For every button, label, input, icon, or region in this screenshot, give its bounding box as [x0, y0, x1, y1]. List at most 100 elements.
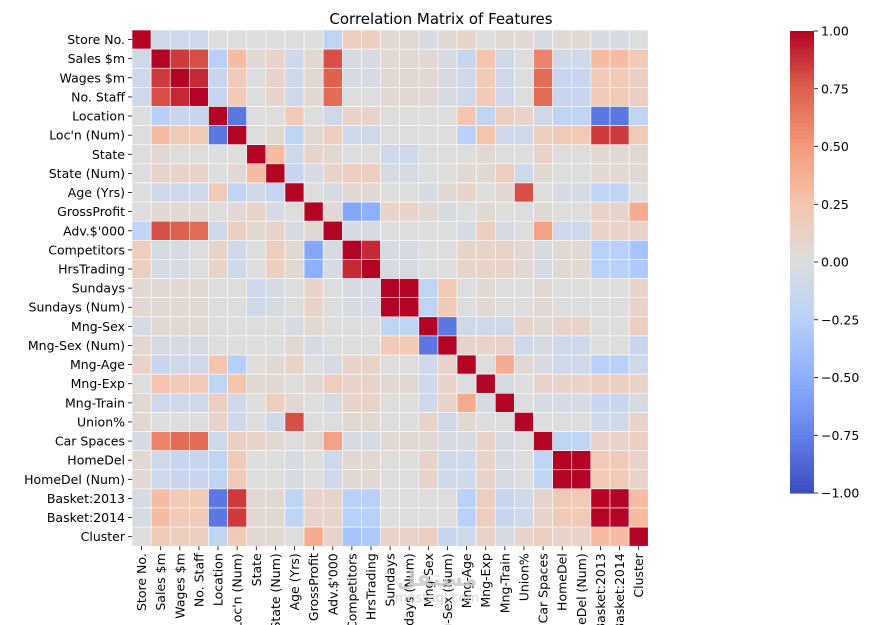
heatmap-cell [284, 106, 305, 126]
heatmap-cell [131, 526, 152, 547]
heatmap-cell [131, 316, 152, 337]
heatmap-cell [571, 373, 592, 394]
heatmap-cell [189, 182, 209, 203]
heatmap-cell [552, 125, 573, 146]
heatmap-cell [322, 412, 343, 432]
colorbar-segment [790, 84, 814, 90]
heatmap-cell [342, 29, 362, 50]
heatmap-cell [571, 220, 592, 241]
colorbar-segment [790, 235, 814, 240]
heatmap-cell [169, 259, 190, 279]
row-label: Mng-Exp [71, 376, 125, 391]
heatmap-cell [189, 278, 209, 298]
heatmap-cell [208, 29, 228, 50]
heatmap-cell [628, 392, 649, 413]
heatmap-cell [475, 29, 496, 50]
colorbar-segment [790, 158, 814, 163]
heatmap-cell [189, 488, 209, 509]
heatmap-cell [265, 316, 286, 337]
heatmap-cell [265, 507, 286, 528]
heatmap-cell [169, 431, 190, 451]
heatmap-cell [552, 259, 573, 279]
heatmap-cell [150, 316, 171, 337]
heatmap-cell [361, 316, 381, 337]
heatmap-cell [380, 488, 400, 509]
heatmap-cell [399, 450, 420, 471]
heatmap-cell [169, 450, 190, 471]
heatmap-cell [322, 163, 343, 184]
heatmap-cell [475, 431, 496, 451]
heatmap-cell [265, 125, 286, 146]
heatmap-cell [361, 240, 381, 260]
colorbar-segment [790, 288, 814, 294]
heatmap-cell [533, 48, 553, 69]
heatmap-cell [514, 144, 534, 165]
heatmap-cell [246, 450, 267, 471]
heatmap-cell [189, 259, 209, 279]
heatmap-cell [150, 412, 171, 432]
heatmap-cell [494, 488, 515, 509]
heatmap-cell [246, 412, 267, 432]
heatmap-cell [322, 125, 343, 146]
heatmap-cell [189, 240, 209, 260]
heatmap-cell [571, 29, 592, 50]
colorbar-segment [790, 381, 814, 386]
column-label: Location [211, 553, 226, 606]
heatmap-cell [169, 201, 190, 222]
heatmap-cell [494, 507, 515, 528]
heatmap-cell [475, 335, 496, 356]
heatmap-cell [227, 259, 248, 279]
colorbar-segment [790, 419, 814, 425]
heatmap-cell [456, 469, 477, 490]
colorbar-segment [790, 88, 814, 94]
heatmap-cell [322, 67, 343, 88]
heatmap-cell [494, 144, 515, 165]
heatmap-cell [590, 297, 611, 318]
heatmap-cell [418, 106, 439, 126]
heatmap-cell [227, 144, 248, 165]
row-label: Basket:2013 [47, 491, 125, 506]
colorbar-segment [790, 454, 814, 459]
heatmap-cell [590, 163, 611, 184]
heatmap-cell [169, 106, 190, 126]
heatmap-cell [418, 278, 439, 298]
heatmap-cell [361, 278, 381, 298]
heatmap-cell [284, 182, 305, 203]
heatmap-cell [361, 29, 381, 50]
heatmap-cell [552, 431, 573, 451]
heatmap-cell [494, 48, 515, 69]
heatmap-cell [361, 48, 381, 69]
heatmap-cell [494, 412, 515, 432]
colorbar-segment [790, 46, 814, 51]
heatmap-cell [552, 240, 573, 260]
heatmap-cell [284, 488, 305, 509]
heatmap-cell [533, 182, 553, 203]
heatmap-cell [437, 526, 458, 547]
heatmap-cell [227, 201, 248, 222]
heatmap-cell [475, 316, 496, 337]
heatmap-cell [227, 163, 248, 184]
column-label: Mng-Sex [421, 553, 436, 607]
heatmap-cell [552, 278, 573, 298]
colorbar-segment [790, 442, 814, 448]
heatmap-cell [322, 392, 343, 413]
heatmap-cell [303, 87, 324, 107]
heatmap-cell [609, 431, 630, 451]
colorbar-segment [790, 111, 814, 117]
heatmap-cell [609, 469, 630, 490]
heatmap-cell [628, 125, 649, 146]
heatmap-cell [265, 29, 286, 50]
heatmap-cell [380, 144, 400, 165]
heatmap-cell [571, 259, 592, 279]
heatmap-cell [380, 412, 400, 432]
heatmap-cell [342, 240, 362, 260]
column-label: Mng-Train [497, 553, 512, 613]
heatmap-cell [246, 48, 267, 69]
heatmap-cell [590, 450, 611, 471]
heatmap-cell [533, 201, 553, 222]
heatmap-cell [456, 29, 477, 50]
heatmap-cell [169, 48, 190, 69]
colorbar-segment [790, 115, 814, 121]
column-label: Sundays [383, 553, 398, 606]
heatmap-cell [399, 144, 420, 165]
